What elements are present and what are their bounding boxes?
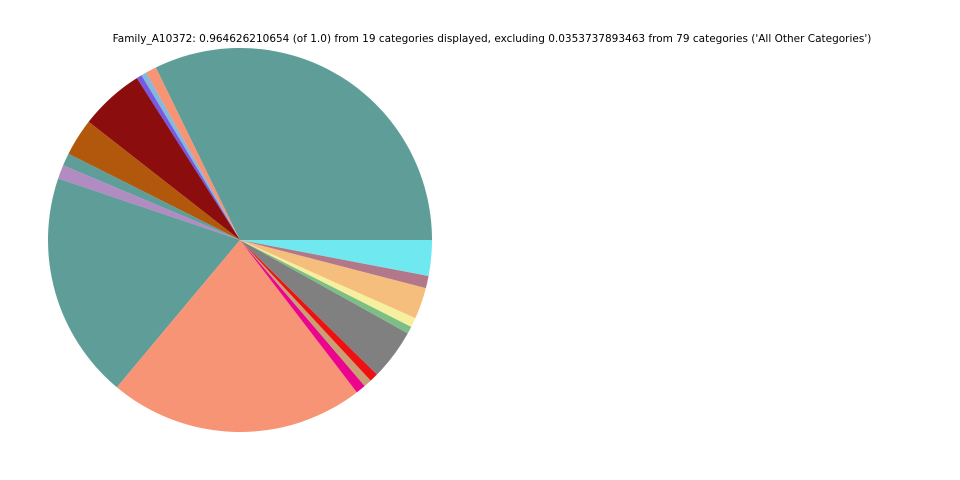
pie-slice-11 (240, 240, 365, 393)
pie-slice-10 (116, 240, 357, 432)
pie-slice-09 (48, 178, 241, 388)
pie-slice-12 (240, 240, 371, 386)
pie-slice-13 (240, 240, 377, 381)
pie-slice-17 (240, 240, 426, 319)
chart-title: Family_A10372: 0.964626210654 (of 1.0) f… (112, 33, 872, 45)
pie-slice-18 (240, 240, 429, 289)
pie-slice-15 (240, 240, 412, 334)
pie-slice-16 (240, 240, 416, 327)
pie-slice-08 (58, 165, 240, 240)
pie-slice-03 (141, 72, 240, 240)
pie-slice-02 (146, 67, 240, 240)
pie-slice-05 (88, 78, 240, 240)
pie-slice-14 (240, 240, 408, 375)
pie-slice-06 (68, 121, 240, 240)
pie-slice-01 (155, 48, 432, 240)
pie-slice-19 (240, 240, 432, 276)
pie-slice-07 (63, 153, 240, 240)
pie-slice-04 (136, 75, 240, 240)
